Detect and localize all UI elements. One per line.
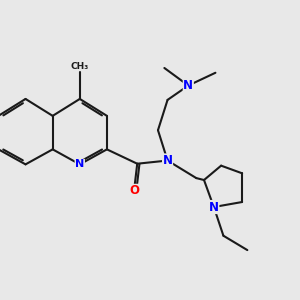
Text: N: N <box>183 79 193 92</box>
Text: N: N <box>75 159 84 170</box>
Text: O: O <box>129 184 139 197</box>
Text: N: N <box>163 154 172 167</box>
Text: N: N <box>209 200 219 214</box>
Text: CH₃: CH₃ <box>71 61 89 70</box>
